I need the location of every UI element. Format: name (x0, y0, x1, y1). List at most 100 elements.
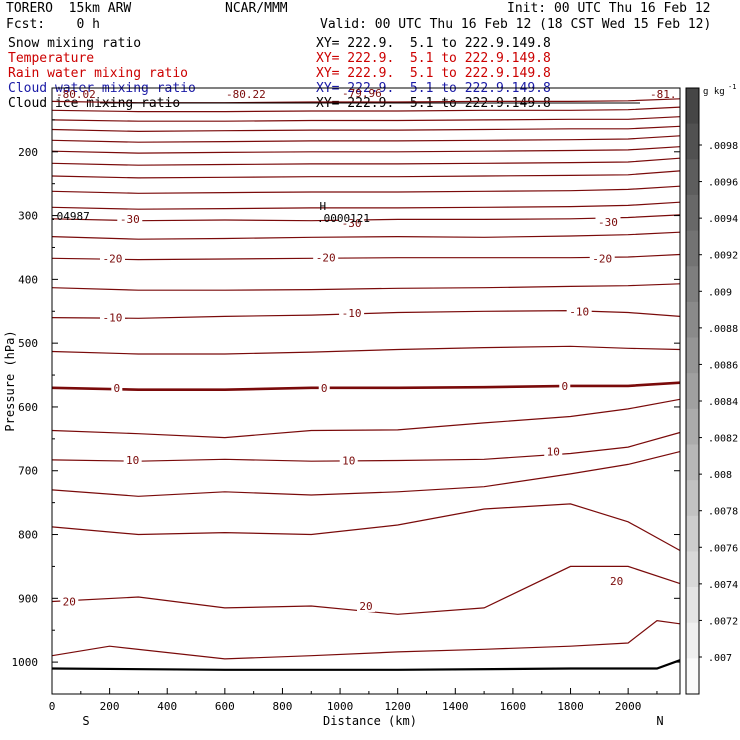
isotherm-label: 0 (561, 380, 568, 393)
x-axis-label: Distance (km) (323, 714, 417, 728)
isotherm-label-bg (357, 599, 375, 612)
isotherm-label: -10 (569, 305, 589, 318)
colorbar-tick-label: .008 (708, 470, 732, 481)
isotherm-label-bg (595, 215, 621, 228)
colorbar-tick-label: .0088 (708, 324, 738, 335)
colorbar-cell (686, 123, 699, 160)
y-tick-label: 500 (18, 337, 38, 350)
y-tick-label: 400 (18, 273, 38, 286)
isotherm-line (51, 381, 681, 392)
center-label: NCAR/MMM (225, 1, 288, 16)
isotherm-label-bg (117, 212, 143, 225)
isotherm-line (51, 157, 681, 166)
colorbar-cell (686, 480, 699, 517)
isotherm-label: 0 (114, 382, 121, 395)
isotherm-line (51, 214, 681, 222)
isotherm-label: -20 (316, 252, 336, 265)
colorbar-tick-label: .0078 (708, 507, 738, 518)
colorbar-unit-exponent: -1 (728, 83, 736, 91)
colorbar-tick-label: .0084 (708, 397, 738, 408)
isotherm-line (51, 345, 681, 355)
colorbar-cell (686, 551, 699, 588)
colorbar-cell (686, 159, 699, 196)
model-label: TORERO 15km ARW (6, 1, 132, 16)
isotherm-line (51, 253, 681, 261)
y-tick-label: 300 (18, 210, 38, 223)
legend-cloud-ice-label: Cloud ice mixing ratio (8, 96, 181, 111)
isotherm-label-bg (60, 595, 79, 608)
isotherm-line (51, 451, 681, 497)
colorbar-tick-label: .0076 (708, 543, 738, 554)
legend-temperature-label: Temperature (8, 51, 95, 66)
isotherm-line (51, 565, 681, 615)
plot-frame (51, 87, 681, 695)
isotherm-label: -20 (592, 252, 612, 265)
colorbar-cell (686, 622, 699, 659)
colorbar-tick-label: .0074 (708, 580, 738, 591)
isotherm-label-bg (99, 311, 125, 324)
north-label: N (656, 714, 663, 728)
colorbar-tick-label: .0092 (708, 251, 738, 262)
x-tick-label: 800 (273, 700, 293, 713)
colorbar-tick-label: .0082 (708, 434, 738, 445)
isotherm-line (51, 431, 681, 462)
colorbar-cell (686, 301, 699, 339)
isotherm-label: -10 (342, 307, 362, 320)
colorbar-cell (686, 337, 699, 374)
colorbar-tick-label: .007 (708, 653, 732, 664)
isotherm-line (51, 231, 681, 240)
legend-snow-label: Snow mixing ratio (8, 36, 142, 51)
legend-cloud-water-xy: XY= 222.9. 5.1 to 222.9.149.8 (316, 81, 551, 96)
top-value-label: -80.22 (226, 88, 266, 101)
isotherm-label-bg (607, 575, 626, 588)
legend-snow-xy: XY= 222.9. 5.1 to 222.9.149.8 (316, 36, 551, 51)
colorbar-cell (686, 230, 699, 267)
colorbar-unit-label: g kg (703, 87, 725, 97)
isotherm-label-bg (544, 445, 563, 458)
x-tick-label: 1800 (557, 700, 584, 713)
isotherm-line (51, 398, 681, 439)
legend-rain-xy: XY= 222.9. 5.1 to 222.9.149.8 (316, 66, 551, 81)
colorbar-cell (686, 515, 699, 552)
x-tick-label: 0 (49, 700, 56, 713)
isotherm-label: 10 (547, 446, 560, 459)
isotherm-line (51, 135, 681, 143)
isotherm-label-bg (313, 251, 339, 264)
isotherm-label: 20 (359, 600, 372, 613)
isotherm-label-bg (339, 307, 365, 320)
colorbar-cell (686, 266, 699, 303)
isotherm-label-bg (318, 381, 330, 394)
x-tick-label: 600 (215, 700, 235, 713)
forecast-hour-label: Fcst: 0 h (6, 17, 100, 32)
colorbar-tick-label: .0086 (708, 360, 738, 371)
init-label: Init: 00 UTC Thu 16 Feb 12 (507, 1, 711, 16)
colorbar-cell (686, 373, 699, 410)
isotherm-label-bg (339, 217, 365, 230)
isotherm-line (51, 309, 681, 319)
colorbar-tick-label: .0098 (708, 141, 738, 152)
x-tick-label: 1400 (442, 700, 469, 713)
colorbar-tick-label: .009 (708, 287, 732, 298)
isotherm-label-bg (111, 381, 123, 394)
legend-cloud-water-label: Cloud water mixing ratio (8, 81, 196, 96)
valid-time-label: Valid: 00 UTC Thu 16 Feb 12 (18 CST Wed … (320, 17, 712, 32)
colorbar-cell (686, 194, 699, 232)
colorbar-cell (686, 587, 699, 624)
colorbar-tick-label: .0094 (708, 214, 738, 225)
colorbar-frame (685, 87, 700, 695)
isotherm-label: -10 (103, 312, 123, 325)
y-tick-label: 900 (18, 592, 38, 605)
isotherm-label: 0 (321, 382, 328, 395)
x-tick-label: 2000 (615, 700, 642, 713)
y-tick-label: 1000 (12, 656, 39, 669)
high-value: .0000121 (317, 212, 370, 225)
isotherm-line (51, 125, 681, 133)
colorbar-cell (686, 658, 699, 695)
colorbar-cell (686, 444, 699, 481)
x-tick-label: 1200 (384, 700, 411, 713)
y-tick-label: 600 (18, 401, 38, 414)
top-value-label: -81. (650, 88, 677, 101)
isotherm-label: 10 (342, 455, 355, 468)
legend-rain-label: Rain water mixing ratio (8, 66, 189, 81)
isotherm-label-bg (99, 252, 125, 265)
